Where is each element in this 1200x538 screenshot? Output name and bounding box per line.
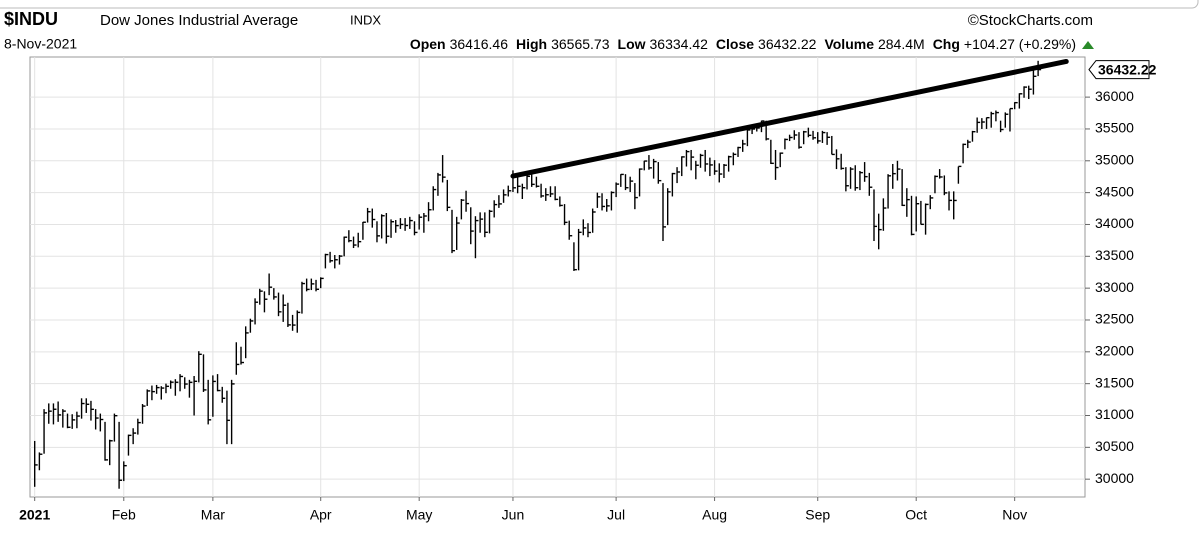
x-tick-label: May [406,507,432,523]
stat-value: 36432.22 [758,36,817,52]
stat-label: High [516,36,547,52]
x-tick-label: Mar [201,507,225,523]
x-tick-label: Aug [702,507,727,523]
x-tick-label: Oct [905,507,927,523]
up-arrow [1082,41,1094,49]
x-tick-label: Nov [1002,507,1027,523]
x-tick-label: Jun [502,507,525,523]
trendline [510,58,1069,179]
y-tick-label: 34500 [1095,183,1134,199]
stat-label: Volume [824,36,874,52]
frame [0,0,1199,9]
exchange: INDX [350,12,381,27]
stat-value: 36565.73 [551,36,610,52]
stat-value: 36334.42 [650,36,709,52]
stat-label: Chg [933,36,960,52]
credit: ©StockCharts.com [968,12,1093,29]
stat-value: +104.27 (+0.29%) [964,36,1076,52]
date: 8-Nov-2021 [4,36,77,52]
x-tick-label: Apr [310,507,332,523]
stats: Open 36416.46 High 36565.73 Low 36334.42 Close… [410,36,1076,52]
x-tick-label: Sep [805,507,830,523]
x-tick-label: Jul [607,507,625,523]
y-tick-label: 36000 [1095,88,1134,104]
last-price-label: 36432.22 [1098,61,1157,77]
stat-label: Open [410,36,446,52]
stat-value: 284.4M [878,36,925,52]
last-price-box [1088,60,1150,80]
x-tick-label: Feb [112,507,136,523]
stat-label: Low [618,36,646,52]
y-tick-label: 32500 [1095,311,1134,327]
y-tick-label: 35000 [1095,151,1134,167]
index-name: Dow Jones Industrial Average [100,12,298,29]
stat-label: Close [716,36,754,52]
y-tick-label: 30500 [1095,438,1134,454]
symbol: $INDU [4,9,58,29]
plot-area [29,56,1086,498]
y-tick-label: 35500 [1095,120,1134,136]
y-tick-label: 33500 [1095,247,1134,263]
x-tick-label: 2021 [19,507,50,523]
y-tick-label: 31500 [1095,374,1134,390]
stat-value: 36416.46 [450,36,509,52]
y-tick-label: 34000 [1095,215,1134,231]
y-tick-label: 33000 [1095,279,1134,295]
y-tick-label: 32000 [1095,343,1134,359]
y-tick-label: 30000 [1095,470,1134,486]
y-tick-label: 31000 [1095,406,1134,422]
